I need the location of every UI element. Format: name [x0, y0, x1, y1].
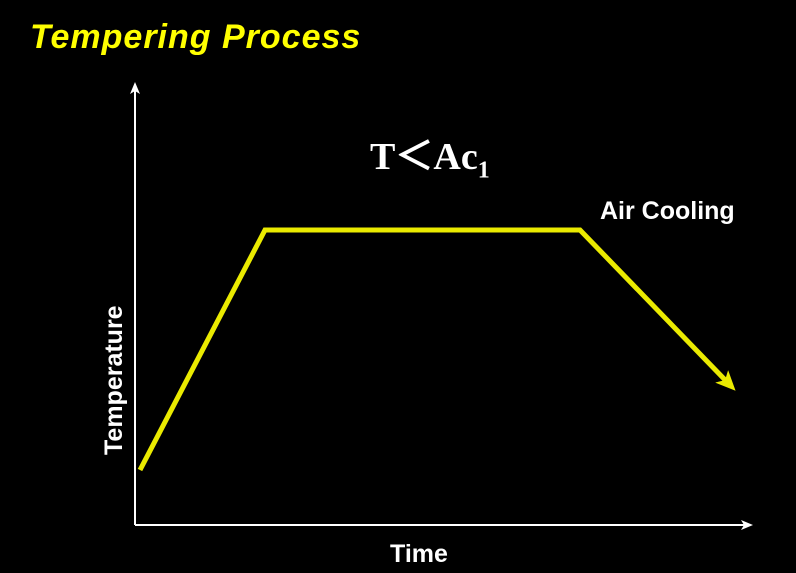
formula-prefix: T [370, 136, 395, 178]
tempering-chart: Temperature Time T＜Ac1 Air Cooling [70, 75, 770, 545]
x-axis-label: Time [390, 540, 448, 569]
formula-label: T＜Ac1 [370, 125, 490, 185]
formula-base: Ac [433, 136, 477, 178]
y-axis-label: Temperature [100, 305, 129, 455]
cooling-label: Air Cooling [600, 197, 735, 226]
temperature-curve [140, 230, 730, 470]
diagram-title: Tempering Process [30, 18, 361, 57]
formula-operator: ＜ [395, 136, 433, 178]
formula-subscript: 1 [478, 158, 490, 184]
